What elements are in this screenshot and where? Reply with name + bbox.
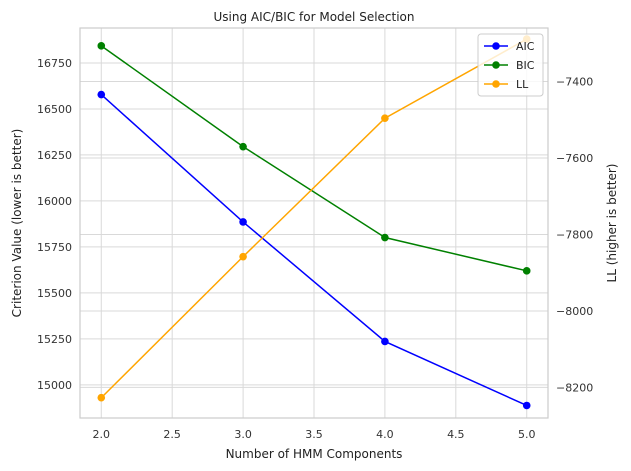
legend-marker-ll	[492, 80, 500, 88]
legend-marker-bic	[492, 61, 500, 69]
data-point-ll	[239, 252, 247, 261]
data-point-aic	[522, 401, 531, 410]
legend-label-bic: BIC	[516, 59, 535, 72]
y2-tick-labels: −8200 −8000 −7800 −7600 −7400	[556, 76, 593, 395]
y-tick-label: 16250	[37, 149, 72, 162]
data-point-ll	[97, 393, 106, 402]
y2-axis-label: LL (higher is better)	[605, 164, 619, 283]
data-point-bic	[239, 142, 247, 151]
legend-label-ll: LL	[516, 78, 529, 91]
series-line-ll	[100, 38, 528, 399]
y-tick-label: 15250	[37, 333, 72, 346]
legend-box	[477, 33, 544, 97]
y-tick-labels: 15000 15250 15500 15750 16000 16250 16500 16750	[37, 57, 72, 392]
data-point-aic	[97, 90, 106, 99]
y2-tick-label: −8000	[556, 305, 593, 318]
data-point-ll	[381, 114, 389, 123]
x-tick-label: 2.5	[163, 428, 181, 441]
series-group	[97, 35, 531, 410]
legend-label-aic: AIC	[516, 40, 535, 53]
y-tick-label: 15750	[37, 241, 72, 254]
data-point-bic	[522, 267, 531, 275]
x-tick-label: 2.0	[93, 428, 111, 441]
y-tick-label: 16750	[37, 57, 72, 70]
data-point-bic	[381, 233, 389, 242]
data-point-bic	[97, 42, 106, 50]
y-tick-label: 16000	[37, 195, 72, 208]
plot-frame	[79, 27, 549, 419]
data-point-aic	[239, 218, 247, 226]
x-tick-labels: 2.0 2.5 3.0 3.5 4.0 4.5 5.0	[93, 428, 536, 441]
y2-tick-label: −8200	[556, 381, 593, 394]
series-line-bic	[100, 45, 527, 272]
x-tick-label: 3.0	[234, 428, 252, 441]
y2-tick-label: −7600	[556, 152, 593, 165]
y-tick-label: 16500	[37, 103, 72, 116]
legend-marker-aic	[492, 42, 500, 50]
chart-title: Using AIC/BIC for Model Selection	[214, 10, 415, 24]
y2-tick-label: −7400	[556, 76, 593, 89]
legend: AIC BIC LL	[477, 33, 544, 97]
data-point-aic	[381, 337, 389, 346]
x-tick-label: 3.5	[305, 428, 323, 441]
series-line-aic	[100, 94, 528, 407]
x-tick-label: 4.5	[447, 428, 465, 441]
grid	[80, 28, 548, 418]
x-tick-label: 4.0	[376, 428, 394, 441]
x-tick-label: 5.0	[518, 428, 536, 441]
x-axis-label: Number of HMM Components	[226, 447, 403, 461]
y2-tick-label: −7800	[556, 228, 593, 241]
y-tick-label: 15000	[37, 379, 72, 392]
y-axis-label: Criterion Value (lower is better)	[10, 129, 24, 318]
y-tick-label: 15500	[37, 287, 72, 300]
